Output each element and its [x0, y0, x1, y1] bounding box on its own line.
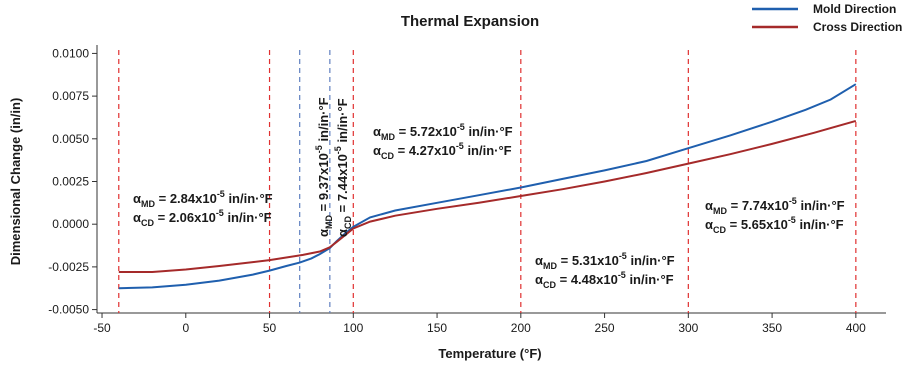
x-tick-label: 300: [678, 321, 698, 335]
alpha-md-annotation: αMD = 9.37x10-5 in/in·°F: [314, 97, 334, 237]
alpha-cd-annotation: αCD = 5.65x10-5 in/in·°F: [705, 215, 844, 235]
y-tick-label: 0.0025: [52, 175, 89, 189]
rotated-md-annotation-group: αMD = 9.37x10-5 in/in·°F: [314, 97, 334, 237]
y-tick-label: -0.0025: [48, 260, 89, 274]
plot-area: -50 0 50 100 150 200 250 300 350 400 -0.0050 -0.002…: [48, 45, 886, 335]
y-tick-label: 0.0000: [52, 217, 89, 231]
x-tick-label: 350: [762, 321, 782, 335]
x-tick-label: 0: [182, 321, 189, 335]
alpha-cd-annotation: αCD = 4.48x10-5 in/in·°F: [535, 270, 674, 290]
rotated-cd-annotation-group: αCD = 7.44x10-5 in/in·°F: [333, 98, 353, 237]
alpha-md-annotation: αMD = 5.31x10-5 in/in·°F: [535, 251, 675, 271]
legend-label-mold-direction: Mold Direction: [813, 2, 896, 16]
y-tick-label: 0.0050: [52, 132, 89, 146]
legend-label-cross-direction: Cross Direction: [813, 20, 902, 34]
x-tick-label: -50: [93, 321, 111, 335]
series-line-mold-direction: [118, 83, 857, 290]
x-tick-label: 150: [427, 321, 447, 335]
alpha-md-annotation: αMD = 2.84x10-5 in/in·°F: [133, 189, 273, 209]
x-tick-label: 100: [343, 321, 363, 335]
x-tick-label: 50: [263, 321, 277, 335]
y-axis-label: Dimensional Change (in/in): [8, 98, 23, 266]
y-tick-label: 0.0075: [52, 89, 89, 103]
alpha-cd-annotation: αCD = 2.06x10-5 in/in·°F: [133, 208, 272, 228]
alpha-md-annotation: αMD = 5.72x10-5 in/in·°F: [373, 122, 513, 142]
y-tick-label: 0.0100: [52, 46, 89, 60]
alpha-cd-annotation: αCD = 7.44x10-5 in/in·°F: [333, 98, 353, 237]
x-tick-label: 250: [595, 321, 615, 335]
alpha-md-annotation: αMD = 7.74x10-5 in/in·°F: [705, 196, 845, 216]
x-tick-label: 200: [511, 321, 531, 335]
x-axis-label: Temperature (°F): [438, 346, 541, 361]
y-tick-label: -0.0050: [48, 303, 89, 317]
x-tick-label: 400: [846, 321, 866, 335]
alpha-cd-annotation: αCD = 4.27x10-5 in/in·°F: [373, 141, 512, 161]
chart-title: Thermal Expansion: [401, 13, 539, 30]
series-line-cross-direction: [118, 119, 857, 273]
legend: Mold Direction Cross Direction: [752, 2, 902, 34]
